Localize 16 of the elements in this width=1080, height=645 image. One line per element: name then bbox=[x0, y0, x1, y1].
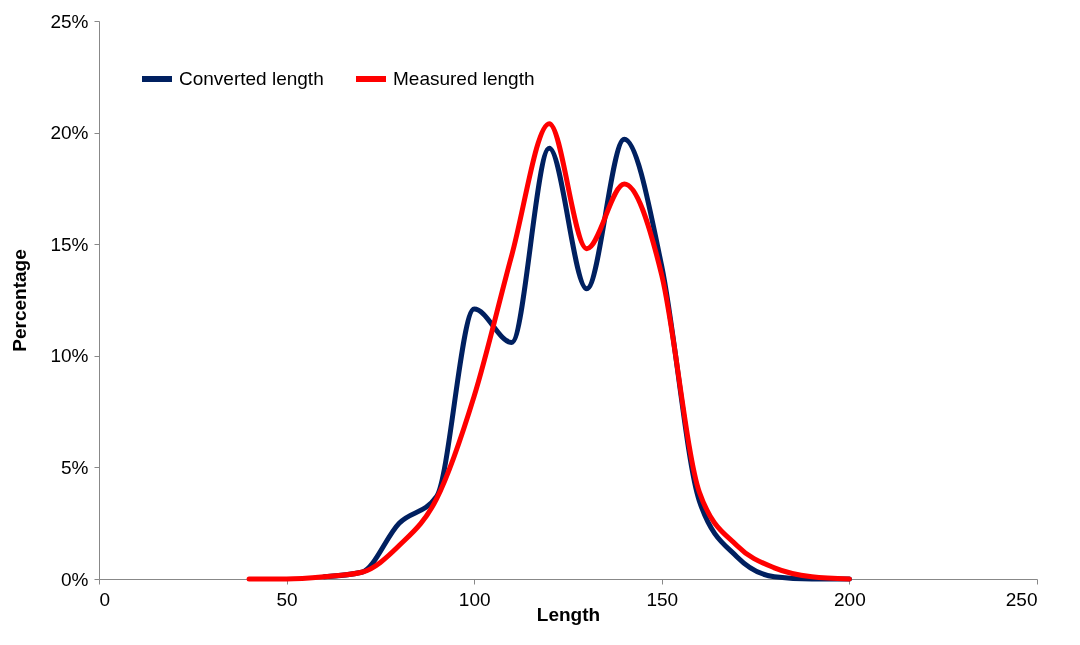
legend-label: Measured length bbox=[393, 68, 535, 89]
x-tick-label: 250 bbox=[1005, 588, 1038, 610]
y-tick-label: 5% bbox=[61, 456, 89, 478]
x-tick-label: 150 bbox=[646, 588, 679, 610]
y-tick-label: 0% bbox=[61, 568, 89, 590]
legend-label: Converted length bbox=[179, 68, 324, 89]
y-tick-label: 20% bbox=[50, 122, 89, 144]
y-tick-label: 10% bbox=[50, 345, 89, 367]
y-axis-title: Percentage bbox=[9, 249, 31, 352]
x-axis-title: Length bbox=[536, 603, 601, 625]
x-tick-label: 100 bbox=[458, 588, 491, 610]
y-tick-label: 15% bbox=[50, 233, 89, 255]
y-tick-label: 25% bbox=[50, 10, 89, 32]
x-tick-label: 50 bbox=[276, 588, 298, 610]
x-tick-label: 0 bbox=[99, 588, 111, 610]
x-tick-label: 200 bbox=[834, 588, 866, 610]
